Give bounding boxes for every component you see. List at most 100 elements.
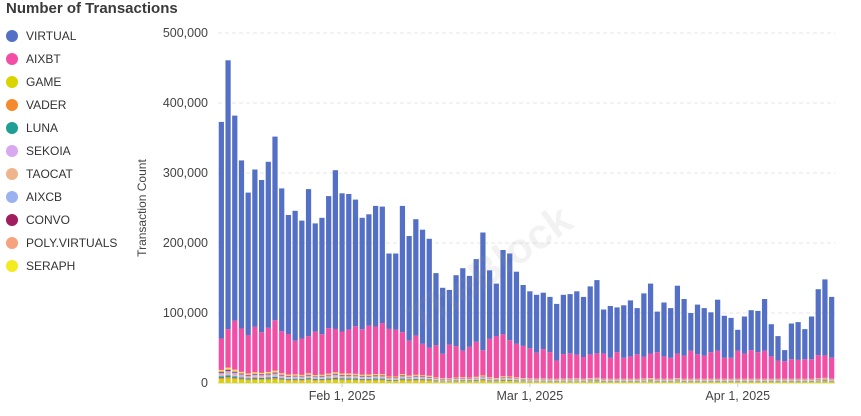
bar-segment-vader bbox=[305, 379, 312, 381]
bar-segment-convo bbox=[326, 375, 332, 376]
bar-segment-aixcb bbox=[258, 375, 265, 377]
bar-segment-virtual bbox=[694, 304, 701, 355]
legend-item-aixcb[interactable]: AIXCB bbox=[6, 185, 117, 208]
legend-dot-sekoia bbox=[6, 144, 18, 157]
bar-segment-taocat bbox=[480, 377, 486, 379]
bar-segment-seraph bbox=[272, 370, 278, 372]
bar-segment-taocat bbox=[433, 379, 439, 380]
bar-segment-seraph bbox=[500, 376, 506, 377]
bar-segment-aixbt bbox=[386, 328, 392, 377]
bar-segment-vader bbox=[413, 379, 419, 381]
bar-segment-poly-virtuals bbox=[312, 375, 318, 377]
legend-item-vader[interactable]: VADER bbox=[6, 93, 117, 116]
legend-item-aixbt[interactable]: AIXBT bbox=[6, 47, 117, 70]
bar-segment-aixbt bbox=[802, 359, 808, 379]
bar-segment-vader bbox=[265, 378, 271, 380]
bar-segment-game bbox=[299, 380, 305, 383]
bar-segment-aixbt bbox=[493, 336, 499, 379]
bar-segment-sekoia bbox=[379, 377, 385, 379]
bar-segment-luna bbox=[634, 380, 640, 382]
y-axis-title: Transaction Count bbox=[135, 159, 149, 257]
bar-segment-luna bbox=[668, 380, 674, 382]
legend-item-game[interactable]: GAME bbox=[6, 70, 117, 93]
bar-segment-aixcb bbox=[513, 378, 520, 380]
bar-segment-luna bbox=[735, 380, 741, 382]
bar-segment-taocat bbox=[218, 374, 224, 376]
bar-segment-luna bbox=[292, 378, 298, 380]
bar-segment-luna bbox=[319, 378, 325, 380]
bar-segment-luna bbox=[265, 377, 271, 379]
bar-segment-sekoia bbox=[319, 378, 325, 379]
legend-item-seraph[interactable]: SERAPH bbox=[6, 254, 117, 277]
legend-item-luna[interactable]: LUNA bbox=[6, 116, 117, 139]
bar-segment-game bbox=[601, 381, 607, 383]
legend-item-taocat[interactable]: TAOCAT bbox=[6, 162, 117, 185]
bar-segment-game bbox=[540, 381, 546, 383]
bar-segment-seraph bbox=[285, 374, 292, 376]
bar-segment-game bbox=[782, 381, 788, 383]
legend-item-poly-virtuals[interactable]: POLY.VIRTUALS bbox=[6, 231, 117, 254]
legend-label-aixbt: AIXBT bbox=[26, 51, 61, 66]
bar-segment-aixbt bbox=[533, 352, 540, 379]
bar-segment-taocat bbox=[426, 378, 432, 379]
legend-dot-game bbox=[6, 75, 18, 88]
bar-segment-luna bbox=[352, 378, 359, 380]
bar-segment-aixbt bbox=[507, 340, 513, 377]
bar-segment-luna bbox=[225, 375, 231, 378]
legend-item-convo[interactable]: CONVO bbox=[6, 208, 117, 231]
bar-segment-aixcb bbox=[332, 374, 338, 376]
bar-segment-poly-virtuals bbox=[372, 374, 379, 376]
bar-segment-luna bbox=[782, 380, 788, 382]
bar-segment-aixbt bbox=[440, 353, 446, 379]
legend-item-sekoia[interactable]: SEKOIA bbox=[6, 139, 117, 162]
legend-label-convo: CONVO bbox=[26, 212, 71, 227]
bar-segment-virtual bbox=[419, 229, 426, 344]
bar-segment-taocat bbox=[393, 378, 399, 380]
bar-segment-seraph bbox=[319, 374, 325, 376]
bar-segment-sekoia bbox=[393, 379, 399, 380]
bar-segment-aixbt bbox=[453, 346, 459, 378]
bar-segment-virtual bbox=[238, 160, 245, 329]
bar-segment-aixbt bbox=[668, 357, 674, 379]
bar-segment-aixbt bbox=[305, 336, 312, 374]
bar-segment-aixbt bbox=[694, 354, 701, 379]
bar-segment-game bbox=[359, 380, 365, 383]
bar-segment-aixcb bbox=[822, 378, 828, 380]
bar-segment-virtual bbox=[493, 283, 499, 337]
bar-segment-game bbox=[346, 380, 352, 383]
bar-segment-vader bbox=[379, 379, 385, 381]
bar-segment-luna bbox=[359, 378, 365, 380]
legend-label-aixcb: AIXCB bbox=[26, 189, 63, 204]
bar-segment-vader bbox=[406, 380, 412, 381]
bar-segment-poly-virtuals bbox=[406, 376, 412, 377]
bar-segment-virtual bbox=[285, 215, 292, 334]
bar-segment-vader bbox=[312, 379, 318, 381]
bar-segment-game bbox=[587, 381, 593, 383]
legend-dot-luna bbox=[6, 121, 18, 134]
bar-segment-vader bbox=[480, 380, 486, 381]
bar-segment-luna bbox=[815, 380, 821, 382]
legend-item-virtual[interactable]: VIRTUAL bbox=[6, 24, 117, 47]
bar-segment-luna bbox=[486, 380, 493, 381]
bar-segment-luna bbox=[520, 380, 526, 382]
bar-segment-luna bbox=[601, 380, 607, 382]
bar-segment-aixbt bbox=[788, 359, 795, 379]
bar-segment-luna bbox=[802, 380, 808, 382]
bar-segment-aixcb bbox=[279, 375, 285, 377]
bar-segment-aixbt bbox=[815, 355, 821, 379]
bar-segment-vader bbox=[453, 380, 459, 382]
bar-segment-aixbt bbox=[413, 335, 419, 375]
bar-segment-game bbox=[272, 379, 278, 383]
bar-segment-virtual bbox=[399, 205, 406, 333]
bar-segment-luna bbox=[507, 379, 513, 381]
bar-segment-virtual bbox=[258, 180, 265, 333]
bar-segment-aixbt bbox=[607, 357, 613, 379]
bar-segment-game bbox=[580, 381, 587, 383]
bar-segment-luna bbox=[694, 380, 701, 382]
bar-segment-luna bbox=[560, 380, 567, 382]
bar-segment-sekoia bbox=[426, 378, 432, 380]
bar-segment-sekoia bbox=[500, 379, 506, 380]
bar-segment-game bbox=[808, 381, 815, 383]
bar-segment-virtual bbox=[413, 219, 419, 336]
bar-segment-sekoia bbox=[299, 378, 305, 379]
